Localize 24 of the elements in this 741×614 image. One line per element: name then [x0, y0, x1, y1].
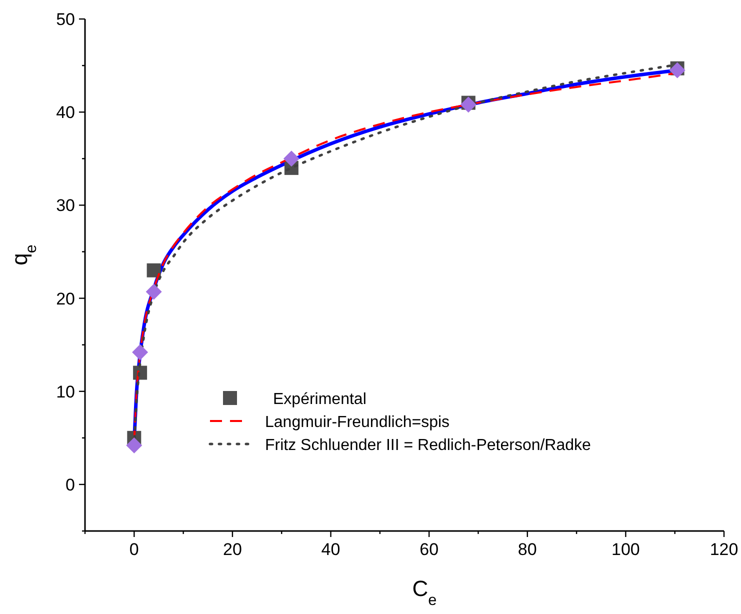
y-tick-label: 40 — [56, 103, 75, 122]
x-axis-title: C$_{e}$ — [412, 576, 437, 608]
y-tick-label: 0 — [66, 475, 75, 494]
y-tick-label: 20 — [56, 289, 75, 308]
x-tick-label: 120 — [710, 540, 738, 559]
legend-label: Expérimental — [273, 391, 366, 408]
x-tick-label: 60 — [420, 540, 439, 559]
point — [146, 284, 162, 300]
x-tick-label: 80 — [518, 540, 537, 559]
x-tick-label: 0 — [129, 540, 139, 559]
point — [126, 437, 142, 454]
point — [669, 62, 686, 78]
point — [132, 344, 148, 360]
y-tick-label: 30 — [56, 196, 75, 216]
x-tick-label: 100 — [612, 540, 640, 559]
legend-label: Fritz Schluender III = Redlich-Peterson/Radke — [265, 437, 592, 454]
point — [460, 96, 476, 113]
point — [283, 150, 300, 167]
x-tick-label: 40 — [321, 540, 340, 559]
y-tick-label: 10 — [56, 382, 75, 402]
legend-label: Langmuir-Freundlich=spis — [265, 414, 450, 431]
point — [146, 263, 161, 278]
x-tick-label: 20 — [223, 540, 242, 559]
y-tick-label: 50 — [56, 10, 75, 29]
